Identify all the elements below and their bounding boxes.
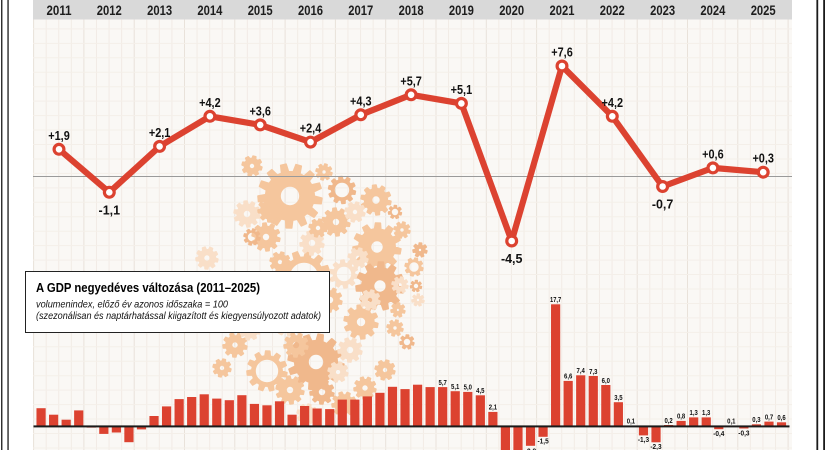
- svg-text:5,0: 5,0: [464, 385, 472, 392]
- svg-text:6,0: 6,0: [602, 378, 610, 385]
- svg-text:-4,5: -4,5: [501, 251, 523, 266]
- svg-text:17,7: 17,7: [550, 297, 561, 304]
- svg-text:2025: 2025: [751, 3, 776, 18]
- svg-text:2018: 2018: [399, 3, 424, 18]
- svg-text:2021: 2021: [550, 3, 575, 18]
- svg-text:-2,3: -2,3: [650, 444, 661, 450]
- svg-text:-1,1: -1,1: [99, 202, 121, 217]
- svg-text:-1,3: -1,3: [638, 437, 649, 444]
- svg-text:+0,3: +0,3: [752, 151, 774, 166]
- svg-text:-1,5: -1,5: [538, 439, 549, 446]
- svg-text:2016: 2016: [298, 3, 323, 18]
- svg-text:2015: 2015: [248, 3, 273, 18]
- svg-text:volumenindex, előző év azonos: volumenindex, előző év azonos időszaka =…: [36, 300, 228, 311]
- svg-text:2017: 2017: [348, 3, 373, 18]
- svg-text:5,7: 5,7: [439, 380, 447, 387]
- svg-text:+5,1: +5,1: [451, 82, 473, 97]
- svg-text:1,3: 1,3: [690, 410, 698, 417]
- svg-text:2014: 2014: [197, 3, 222, 18]
- svg-text:+5,7: +5,7: [400, 73, 422, 88]
- svg-text:1,3: 1,3: [702, 410, 710, 417]
- svg-text:0,8: 0,8: [677, 414, 685, 421]
- svg-text:+2,1: +2,1: [149, 125, 171, 140]
- svg-text:3,5: 3,5: [614, 395, 622, 402]
- svg-text:+1,9: +1,9: [48, 128, 70, 143]
- svg-text:-0,4: -0,4: [713, 431, 724, 438]
- svg-text:-0,7: -0,7: [652, 197, 674, 212]
- svg-text:0,2: 0,2: [664, 418, 672, 425]
- svg-text:0,7: 0,7: [765, 414, 773, 421]
- svg-text:A GDP negyedéves változása (20: A GDP negyedéves változása (2011–2025): [36, 280, 260, 295]
- svg-text:-0,3: -0,3: [738, 430, 749, 437]
- svg-text:0,3: 0,3: [752, 417, 760, 424]
- svg-text:0,1: 0,1: [727, 419, 735, 426]
- svg-text:+3,6: +3,6: [249, 103, 271, 118]
- svg-text:4,5: 4,5: [476, 388, 484, 395]
- svg-text:2023: 2023: [650, 3, 675, 18]
- svg-text:2020: 2020: [499, 3, 524, 18]
- svg-text:5,1: 5,1: [451, 384, 459, 391]
- svg-text:2022: 2022: [600, 3, 625, 18]
- svg-text:0,6: 0,6: [777, 415, 785, 422]
- svg-text:6,6: 6,6: [564, 374, 572, 381]
- svg-text:2,1: 2,1: [489, 405, 497, 412]
- svg-text:+7,6: +7,6: [551, 45, 573, 60]
- svg-text:+4,3: +4,3: [350, 93, 372, 108]
- svg-text:2024: 2024: [700, 3, 725, 18]
- svg-text:+2,4: +2,4: [300, 121, 322, 136]
- svg-text:7,3: 7,3: [589, 369, 597, 376]
- svg-text:-2,8: -2,8: [525, 449, 536, 450]
- svg-text:2019: 2019: [449, 3, 474, 18]
- svg-text:7,4: 7,4: [577, 368, 585, 375]
- svg-text:+0,6: +0,6: [702, 146, 724, 161]
- svg-text:2012: 2012: [97, 3, 122, 18]
- svg-text:+4,2: +4,2: [602, 95, 624, 110]
- svg-text:2011: 2011: [47, 3, 72, 18]
- svg-text:0,1: 0,1: [627, 419, 635, 426]
- svg-text:2013: 2013: [147, 3, 172, 18]
- svg-text:(szezonálisan és naptárhatássa: (szezonálisan és naptárhatással kiigazít…: [36, 311, 321, 322]
- svg-text:+4,2: +4,2: [199, 95, 221, 110]
